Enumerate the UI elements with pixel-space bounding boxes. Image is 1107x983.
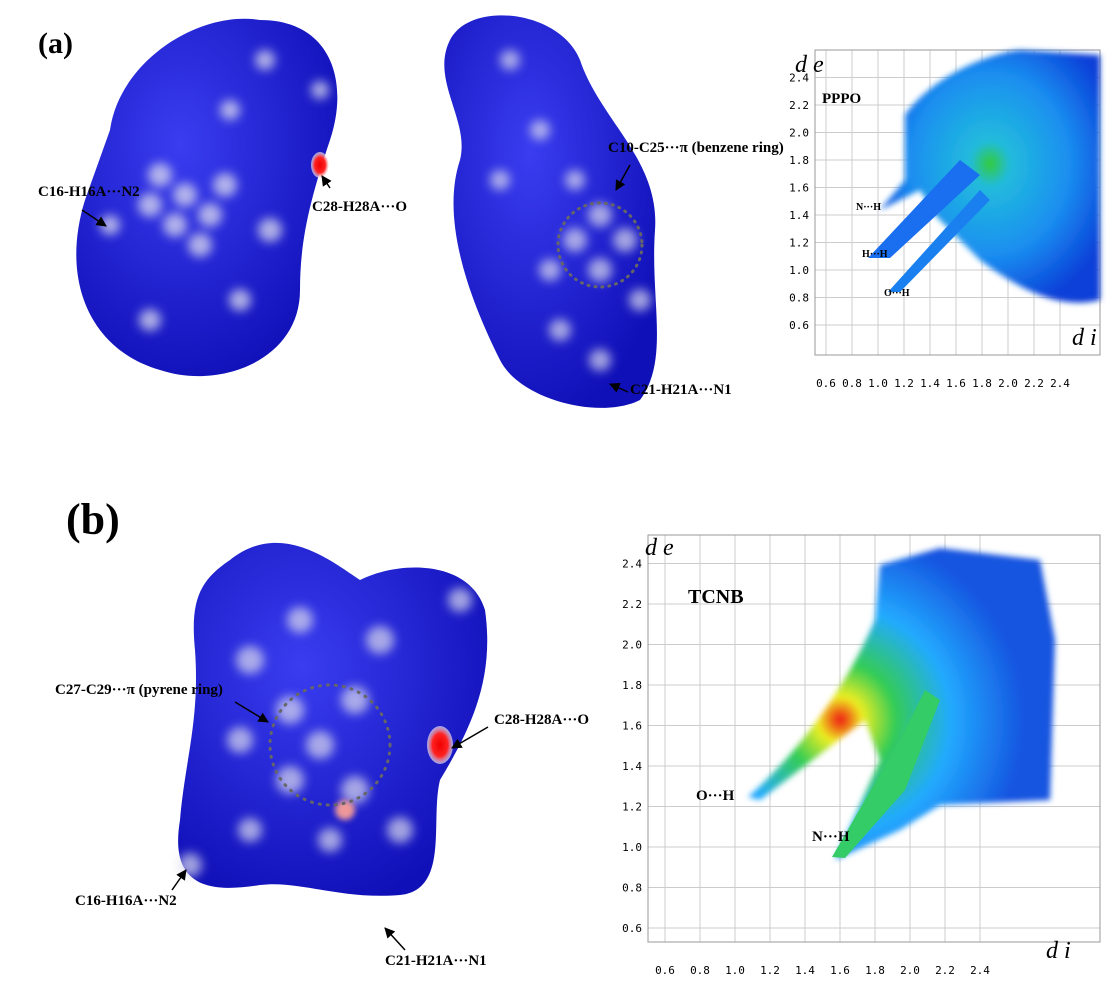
y-tick-label: 0.6 — [789, 319, 809, 332]
y-tick-label: 1.8 — [622, 679, 642, 692]
y-tick-label: 0.8 — [789, 292, 809, 305]
y-tick-label: 2.2 — [789, 99, 809, 112]
x-tick-label: 2.4 — [1050, 377, 1070, 390]
x-tick-label: 2.0 — [998, 377, 1018, 390]
y-tick-label: 1.0 — [789, 264, 809, 277]
x-tick-label: 0.8 — [690, 964, 710, 977]
y-tick-label: 2.0 — [622, 639, 642, 652]
axis-label: d e — [795, 52, 824, 78]
y-tick-label: 1.8 — [789, 154, 809, 167]
axis-label: d i — [1046, 938, 1071, 964]
y-tick-label: 1.6 — [789, 182, 809, 195]
hirshfeld-surface — [444, 15, 657, 408]
x-tick-label: 1.4 — [920, 377, 940, 390]
annotation: C16-H16A···N2 — [38, 184, 140, 200]
x-tick-label: 1.6 — [830, 964, 850, 977]
y-tick-label: 0.6 — [622, 922, 642, 935]
y-tick-label: 1.4 — [622, 760, 642, 773]
annotation: C28-H28A···O — [494, 712, 589, 728]
y-tick-label: 1.0 — [622, 841, 642, 854]
contact-label: O···H — [696, 788, 735, 804]
panel-label: (b) — [66, 495, 120, 544]
annotation: C28-H28A···O — [312, 199, 407, 215]
annotation: C21-H21A···N1 — [385, 953, 487, 969]
annotation: C21-H21A···N1 — [630, 382, 732, 398]
x-tick-label: 1.4 — [795, 964, 815, 977]
hirshfeld-surface — [178, 543, 487, 896]
x-tick-label: 1.8 — [972, 377, 992, 390]
contact-label: N···H — [856, 202, 881, 213]
panel-label: (a) — [38, 27, 73, 60]
annotation: C10-C25···π (benzene ring) — [608, 140, 784, 156]
x-tick-label: 2.2 — [935, 964, 955, 977]
y-tick-label: 1.6 — [622, 720, 642, 733]
x-tick-label: 0.8 — [842, 377, 862, 390]
y-tick-label: 1.2 — [622, 801, 642, 814]
x-tick-label: 1.0 — [868, 377, 888, 390]
x-tick-label: 1.2 — [894, 377, 914, 390]
axis-label: d i — [1072, 325, 1097, 351]
x-tick-label: 1.6 — [946, 377, 966, 390]
x-tick-label: 2.2 — [1024, 377, 1044, 390]
annotation: C27-C29···π (pyrene ring) — [55, 682, 223, 698]
plot-title: TCNB — [688, 586, 744, 608]
figure: (a) C16-H16A···N2 C28-H28A···O C10-C25··… — [0, 0, 1107, 983]
axis-label: d e — [645, 535, 674, 561]
y-tick-label: 2.2 — [622, 598, 642, 611]
x-tick-label: 0.6 — [655, 964, 675, 977]
y-tick-label: 2.4 — [622, 558, 642, 571]
fingerprint-points — [868, 50, 1100, 303]
y-tick-label: 2.0 — [789, 127, 809, 140]
y-tick-label: 0.8 — [622, 882, 642, 895]
annotation: C16-H16A···N2 — [75, 893, 177, 909]
y-tick-label: 1.4 — [789, 209, 809, 222]
x-tick-label: 1.8 — [865, 964, 885, 977]
x-tick-label: 2.4 — [970, 964, 990, 977]
y-tick-label: 1.2 — [789, 237, 809, 250]
x-tick-label: 1.0 — [725, 964, 745, 977]
x-tick-label: 2.0 — [900, 964, 920, 977]
contact-label: N···H — [812, 829, 850, 845]
contact-label: O···H — [884, 288, 910, 299]
fingerprint-points — [748, 548, 1055, 860]
x-tick-label: 0.6 — [816, 377, 836, 390]
contact-label: H···H — [862, 249, 888, 260]
plot-title: PPPO — [822, 91, 861, 107]
x-tick-label: 1.2 — [760, 964, 780, 977]
